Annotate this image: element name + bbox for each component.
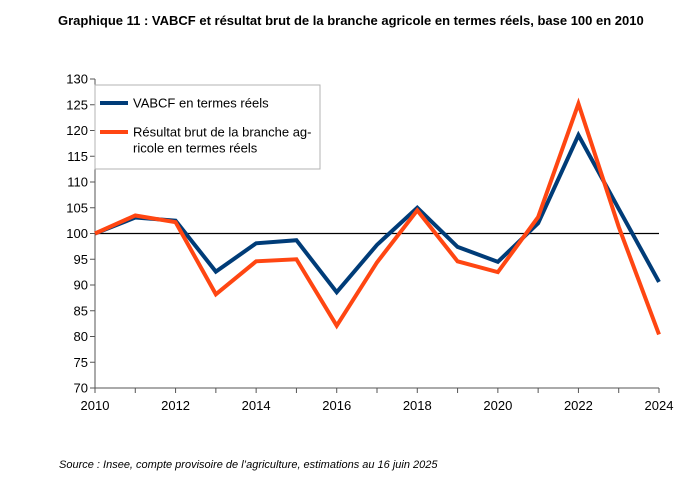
y-tick-label: 90: [74, 278, 88, 293]
source-note: Source : Insee, compte provisoire de l’a…: [59, 459, 438, 471]
series-line-resultat-brut: [94, 97, 661, 336]
legend-box: [94, 84, 321, 170]
x-tick-label: 2020: [483, 398, 512, 413]
y-tick-label: 75: [74, 355, 88, 370]
x-tick-label: 2024: [645, 398, 674, 413]
y-tick-label: 125: [66, 97, 88, 112]
y-tick-label: 70: [74, 381, 88, 396]
y-tick-label: 80: [74, 329, 88, 344]
y-tick-label: 85: [74, 303, 88, 318]
legend-label: ricole en termes réels: [133, 141, 258, 156]
y-tick-label: 115: [67, 149, 88, 164]
x-tick-label: 2018: [403, 398, 432, 413]
legend-label: Résultat brut de la branche ag-: [133, 125, 312, 140]
y-tick-label: 130: [66, 72, 88, 87]
legend-label: VABCF en termes réels: [133, 96, 269, 111]
y-tick-label: 110: [67, 175, 88, 190]
series-line-vabcf: [94, 130, 661, 296]
y-tick-label: 100: [66, 226, 88, 241]
legend: VABCF en termes réels Résultat brut de la…: [94, 84, 321, 170]
x-tick-label: 2014: [242, 398, 271, 413]
x-tick-label: 2012: [161, 398, 190, 413]
y-tick-label: 120: [66, 123, 88, 138]
series-group: [94, 97, 661, 336]
y-tick-label: 105: [66, 200, 88, 215]
x-tick-label: 2016: [322, 398, 351, 413]
x-tick-label: 2010: [81, 398, 110, 413]
axes: 70 75 80 85 90 95 100 105 110 115 120 125 130 2010 201…: [66, 72, 673, 414]
x-tick-label: 2022: [564, 398, 593, 413]
chart-title: Graphique 11 : VABCF et résultat brut de…: [58, 13, 644, 28]
y-tick-label: 95: [74, 252, 88, 267]
